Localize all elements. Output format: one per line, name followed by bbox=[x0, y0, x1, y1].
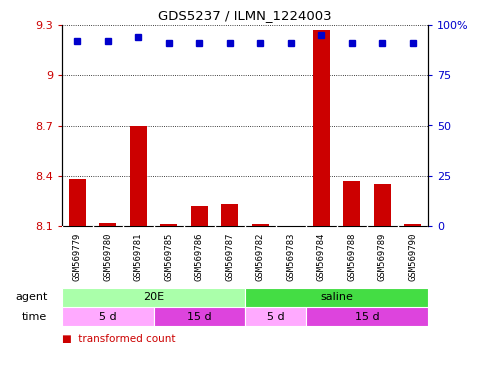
Text: GSM569787: GSM569787 bbox=[225, 233, 234, 281]
Text: GSM569786: GSM569786 bbox=[195, 233, 204, 281]
Bar bbox=[130, 126, 147, 226]
Text: agent: agent bbox=[15, 293, 47, 303]
Bar bbox=[191, 206, 208, 226]
Text: 5 d: 5 d bbox=[267, 311, 284, 321]
Bar bbox=[404, 224, 421, 226]
Text: 5 d: 5 d bbox=[99, 311, 116, 321]
Text: GSM569789: GSM569789 bbox=[378, 233, 387, 281]
Bar bbox=[62, 307, 154, 326]
Bar bbox=[245, 288, 428, 307]
Text: GSM569780: GSM569780 bbox=[103, 233, 112, 281]
Bar bbox=[306, 307, 428, 326]
Bar bbox=[374, 184, 391, 226]
Text: 20E: 20E bbox=[143, 293, 164, 303]
Bar bbox=[313, 30, 329, 226]
Text: GSM569788: GSM569788 bbox=[347, 233, 356, 281]
Bar bbox=[160, 224, 177, 226]
Bar bbox=[245, 307, 306, 326]
Bar bbox=[221, 204, 238, 226]
Text: GSM569779: GSM569779 bbox=[73, 233, 82, 281]
Text: GSM569783: GSM569783 bbox=[286, 233, 295, 281]
Text: 15 d: 15 d bbox=[355, 311, 379, 321]
Text: saline: saline bbox=[320, 293, 353, 303]
Text: GSM569782: GSM569782 bbox=[256, 233, 265, 281]
Bar bbox=[62, 288, 245, 307]
Text: time: time bbox=[22, 311, 47, 321]
Bar bbox=[69, 179, 85, 226]
Text: GSM569785: GSM569785 bbox=[164, 233, 173, 281]
Text: GSM569781: GSM569781 bbox=[134, 233, 143, 281]
Bar bbox=[252, 224, 269, 226]
Text: 15 d: 15 d bbox=[187, 311, 212, 321]
Text: ■  transformed count: ■ transformed count bbox=[62, 334, 175, 344]
Text: GSM569784: GSM569784 bbox=[317, 233, 326, 281]
Bar bbox=[154, 307, 245, 326]
Title: GDS5237 / ILMN_1224003: GDS5237 / ILMN_1224003 bbox=[158, 10, 332, 22]
Bar bbox=[343, 181, 360, 226]
Bar bbox=[99, 223, 116, 226]
Text: GSM569790: GSM569790 bbox=[408, 233, 417, 281]
